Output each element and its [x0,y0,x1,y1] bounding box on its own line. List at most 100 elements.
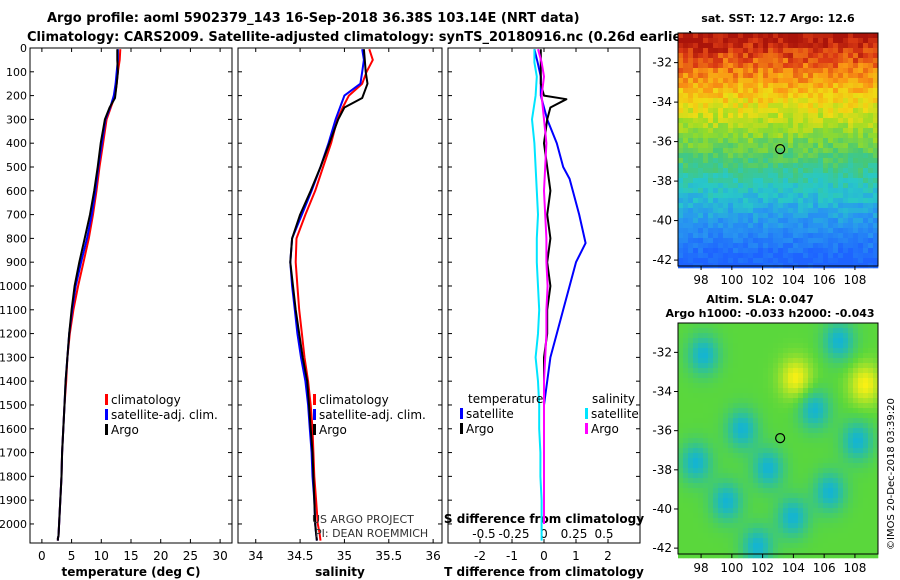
map-cell [793,108,799,114]
map-cell [728,433,734,439]
map-cell [743,158,749,164]
map-cell [708,158,714,164]
map-cell [823,523,829,529]
map-cell [863,423,869,429]
sla_map-ytick-label: -38 [652,463,672,477]
map-cell [758,443,764,449]
map-cell [723,398,729,404]
map-cell [718,388,724,394]
salinity-xtick-label: 35 [337,549,352,563]
map-cell [698,203,704,209]
map-cell [818,228,824,234]
map-cell [833,338,839,344]
map-cell [758,428,764,434]
map-cell [858,543,864,549]
map-cell [853,258,859,264]
map-cell [683,328,689,334]
map-cell [748,498,754,504]
map-cell [703,368,709,374]
map-cell [788,253,794,259]
map-cell [678,378,684,384]
map-cell [738,438,744,444]
map-cell [798,218,804,224]
map-cell [693,118,699,124]
map-cell [838,163,844,169]
map-cell [743,78,749,84]
map-cell [818,518,824,524]
map-cell [733,223,739,229]
map-cell [698,38,704,44]
map-cell [718,553,724,559]
map-cell [868,483,874,489]
map-cell [708,33,714,39]
map-cell [873,413,879,419]
map-cell [693,513,699,519]
map-cell [703,453,709,459]
map-cell [863,218,869,224]
map-cell [733,503,739,509]
map-cell [698,463,704,469]
map-cell [763,518,769,524]
map-cell [843,338,849,344]
map-cell [833,553,839,559]
map-cell [848,338,854,344]
map-cell [783,458,789,464]
map-cell [863,348,869,354]
map-cell [778,483,784,489]
map-cell [838,188,844,194]
map-cell [793,173,799,179]
map-cell [713,193,719,199]
map-cell [788,158,794,164]
map-cell [743,408,749,414]
map-cell [858,498,864,504]
map-cell [703,538,709,544]
map-cell [778,328,784,334]
map-cell [778,418,784,424]
map-cell [843,473,849,479]
map-cell [683,238,689,244]
map-cell [848,238,854,244]
map-cell [868,518,874,524]
map-cell [833,513,839,519]
map-cell [773,238,779,244]
map-cell [733,238,739,244]
map-cell [863,383,869,389]
map-cell [813,113,819,119]
map-cell [778,513,784,519]
map-cell [843,488,849,494]
map-cell [683,113,689,119]
map-cell [853,143,859,149]
map-cell [718,133,724,139]
map-cell [758,523,764,529]
map-cell [868,93,874,99]
map-cell [763,538,769,544]
map-cell [813,248,819,254]
map-cell [843,128,849,134]
map-cell [753,383,759,389]
map-cell [788,68,794,74]
map-cell [793,483,799,489]
map-cell [778,433,784,439]
map-cell [873,153,879,159]
map-cell [708,108,714,114]
map-cell [808,343,814,349]
map-cell [683,143,689,149]
map-cell [708,518,714,524]
map-cell [813,423,819,429]
map-cell [868,443,874,449]
map-cell [683,233,689,239]
map-cell [843,118,849,124]
map-cell [838,118,844,124]
map-cell [728,53,734,59]
map-cell [828,428,834,434]
map-cell [723,183,729,189]
map-cell [768,538,774,544]
map-cell [813,543,819,549]
map-cell [728,508,734,514]
map-cell [763,38,769,44]
map-cell [743,168,749,174]
map-cell [783,133,789,139]
map-cell [683,483,689,489]
map-cell [758,398,764,404]
map-cell [828,223,834,229]
